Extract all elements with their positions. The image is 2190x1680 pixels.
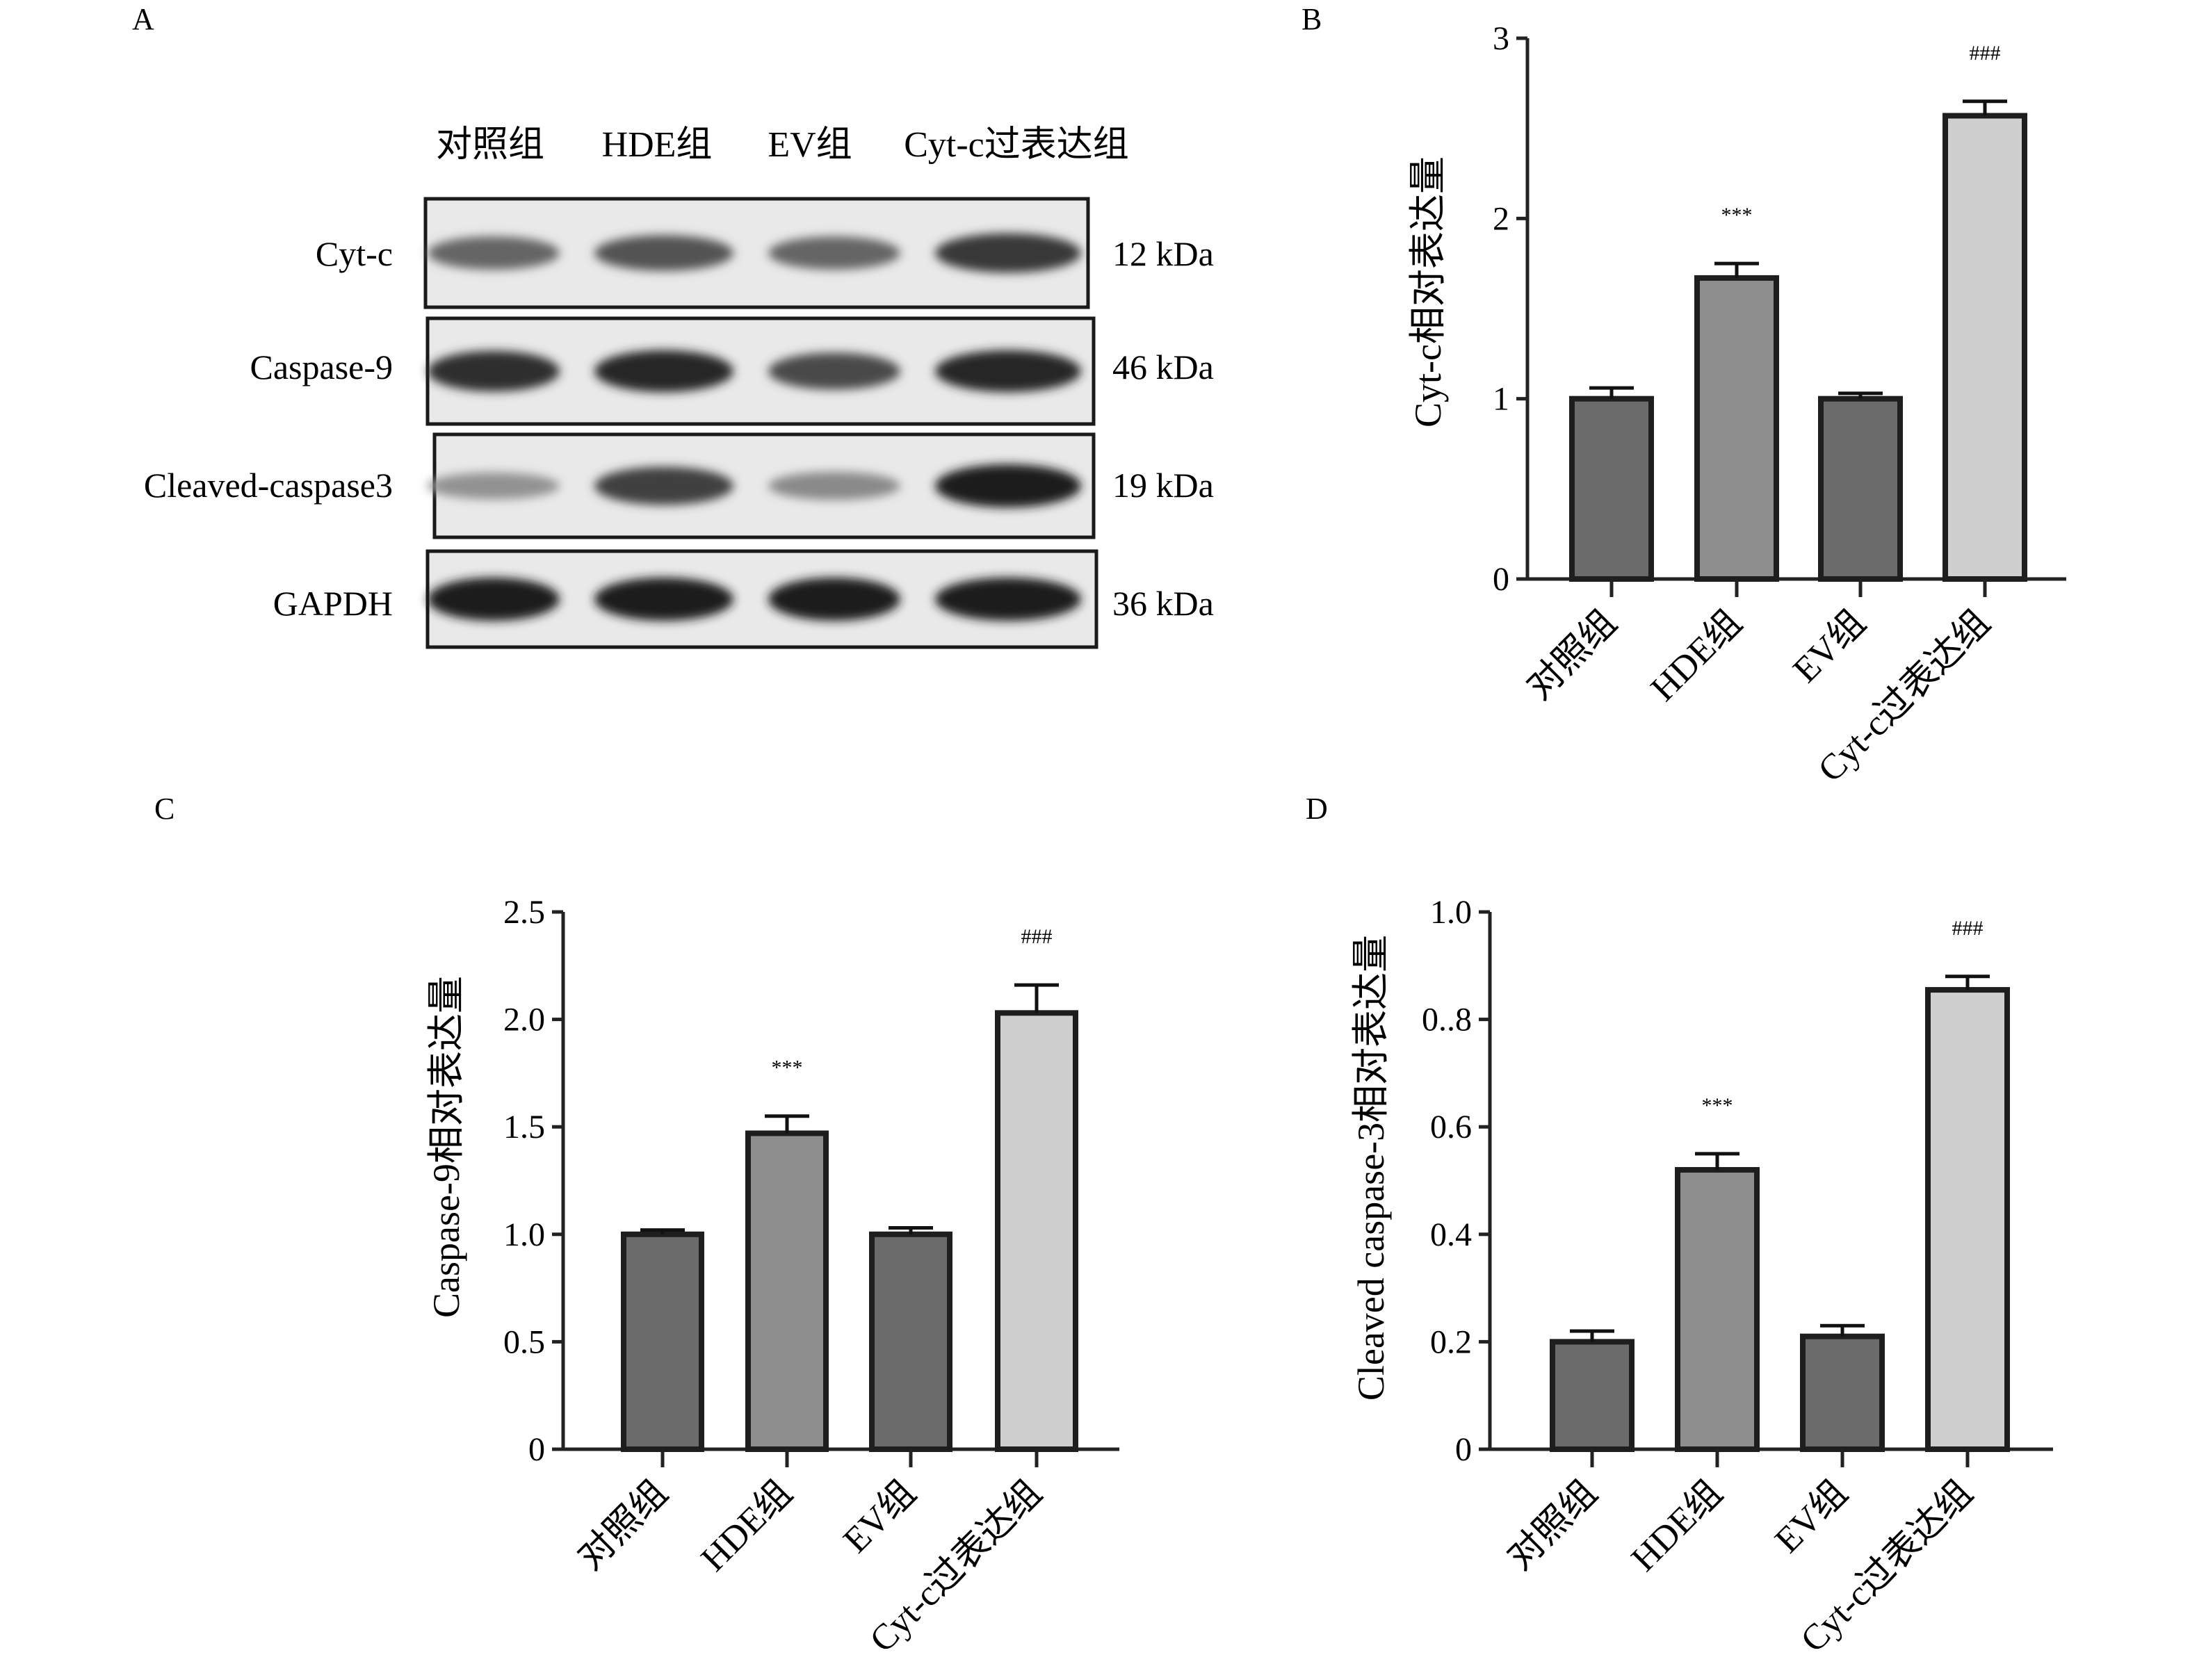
x-tick-label: 对照组: [1520, 603, 1625, 708]
blot-band: [594, 235, 733, 271]
bar-4: [995, 1010, 1078, 1452]
x-tick-label: EV组: [1767, 1473, 1855, 1560]
blot-strip-4: [425, 549, 1098, 649]
y-tick-label: 3: [1493, 20, 1509, 57]
lane-label-control: 对照组: [436, 125, 544, 165]
significance-label: ###: [1021, 925, 1053, 948]
y-tick-label: 0.6: [1430, 1109, 1472, 1145]
x-tick-label: 对照组: [1500, 1473, 1605, 1578]
blot-row-labels: Cyt-c Caspase-9 Cleaved-caspase3 GAPDH: [144, 234, 393, 623]
panel-label-b: B: [1301, 2, 1322, 36]
bar-4: [1925, 987, 2010, 1452]
significance-label: ***: [1702, 1094, 1733, 1117]
protein-label-cleaved-caspase3: Cleaved-caspase3: [144, 466, 393, 505]
bar-2: [1675, 1167, 1760, 1453]
blot-mw-labels: 12 kDa 46 kDa 19 kDa 36 kDa: [1112, 234, 1214, 623]
blot-lane-labels: 对照组 HDE组 EV组 Cyt-c过表达组: [436, 125, 1129, 165]
x-tick-label: EV组: [836, 1473, 923, 1560]
y-tick-label: 0: [528, 1431, 545, 1468]
blot-band: [935, 233, 1081, 273]
y-axis-label: Cyt-c相对表达量: [1407, 156, 1449, 427]
y-tick-label: 0..8: [1422, 1002, 1472, 1038]
significance-label: ###: [1952, 917, 1984, 940]
protein-label-caspase9: Caspase-9: [250, 348, 394, 386]
panel-label-d: D: [1306, 792, 1328, 826]
blot-band: [428, 577, 560, 621]
panel-label-a: A: [132, 2, 154, 36]
significance-label: ***: [772, 1057, 803, 1079]
y-tick-label: 0: [1493, 561, 1509, 598]
panel-label-c: C: [154, 792, 175, 826]
bar-3: [1818, 395, 1903, 582]
blot-band: [768, 577, 900, 621]
blot-band: [594, 577, 733, 621]
blot-band: [768, 471, 900, 500]
x-tick-label: HDE组: [1644, 603, 1750, 709]
blot-band: [594, 350, 733, 393]
protein-label-cytc: Cyt-c: [316, 234, 393, 273]
blot-strips: [423, 197, 1098, 649]
y-tick-label: 1.0: [1430, 894, 1472, 931]
mw-label-cytc: 12 kDa: [1112, 234, 1214, 273]
blot-band: [935, 577, 1081, 621]
x-tick-label: HDE组: [1624, 1473, 1730, 1579]
protein-label-gapdh: GAPDH: [273, 584, 393, 623]
lane-label-hde: HDE组: [602, 125, 713, 165]
blot-strip-1: [423, 197, 1090, 309]
bar-1: [621, 1231, 704, 1453]
blot-band: [768, 352, 900, 390]
lane-label-cytc-overexpression: Cyt-c过表达组: [904, 125, 1129, 165]
x-tick-label: HDE组: [694, 1473, 800, 1579]
bar-4: [1942, 113, 2027, 582]
bar-3: [1800, 1333, 1885, 1453]
bar-2: [745, 1130, 829, 1452]
blot-band: [428, 472, 560, 500]
mw-label-cleaved-caspase3: 19 kDa: [1112, 466, 1214, 505]
bar-3: [869, 1231, 952, 1453]
bar-1: [1569, 395, 1654, 582]
blot-band: [594, 466, 733, 505]
significance-label: ###: [1970, 42, 2001, 65]
significance-label: ***: [1721, 204, 1753, 227]
blot-strip-2: [425, 316, 1096, 426]
y-tick-label: 2.5: [503, 894, 545, 931]
chart-d: 0 0.2 0.4 0.6 0..8 1.0 Cleaved caspase-3相对表达量对…: [1350, 894, 2053, 1660]
western-blot: 对照组 HDE组 EV组 Cyt-c过表达组 Cyt-c Caspase-9 C…: [144, 125, 1214, 649]
x-tick-label: 对照组: [571, 1473, 676, 1578]
y-axis-label: Caspase-9相对表达量: [425, 976, 467, 1318]
y-tick-label: 2.0: [503, 1002, 545, 1038]
blot-strip-3: [428, 432, 1096, 539]
mw-label-gapdh: 36 kDa: [1112, 584, 1214, 623]
blot-band: [428, 236, 560, 270]
x-tick-label: EV组: [1785, 603, 1873, 690]
y-axis-label: Cleaved caspase-3相对表达量: [1350, 935, 1392, 1401]
blot-band: [935, 464, 1081, 508]
blot-band: [935, 350, 1081, 393]
mw-label-caspase9: 46 kDa: [1112, 348, 1214, 386]
y-tick-label: 0: [1455, 1431, 1472, 1468]
lane-label-ev: EV组: [768, 125, 852, 165]
y-tick-label: 0.4: [1430, 1216, 1472, 1253]
bar-2: [1694, 275, 1779, 582]
blot-band: [768, 236, 900, 270]
y-tick-label: 2: [1493, 200, 1509, 237]
y-tick-label: 0.2: [1430, 1323, 1472, 1360]
blot-band: [428, 350, 560, 392]
y-tick-label: 1.0: [503, 1216, 545, 1253]
y-tick-label: 1: [1493, 381, 1509, 418]
y-tick-label: 0.5: [503, 1323, 545, 1360]
bar-1: [1550, 1339, 1635, 1453]
y-tick-label: 1.5: [503, 1109, 545, 1145]
